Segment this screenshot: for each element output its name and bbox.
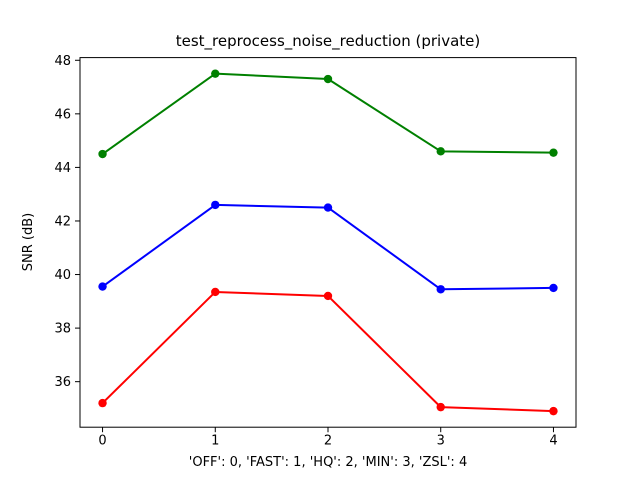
y-tick-label: 46	[54, 107, 71, 122]
data-point-blue-series-4	[549, 283, 558, 293]
data-point-blue-series-2	[323, 203, 333, 212]
data-point-green-series-3	[436, 147, 445, 156]
data-point-blue-series-3	[436, 285, 445, 294]
x-axis-label: 'OFF': 0, 'FAST': 1, 'HQ': 2, 'MIN': 3, …	[189, 455, 467, 470]
data-point-red-series-3	[436, 402, 445, 412]
x-tick-label: 4	[549, 434, 557, 449]
axes-spines	[79, 57, 577, 428]
data-point-blue-series-1	[211, 200, 220, 210]
series-line-red-series	[101, 290, 554, 413]
y-axis-label: SNR (dB)	[21, 213, 36, 271]
data-point-green-series-0	[98, 149, 107, 159]
x-tick-label: 2	[324, 434, 332, 449]
data-point-red-series-2	[323, 291, 333, 301]
x-tick-label: 1	[211, 434, 219, 449]
chart-title: test_reprocess_noise_reduction (private)	[176, 32, 481, 51]
x-tick-label: 0	[98, 434, 106, 449]
y-tick-label: 48	[54, 54, 71, 69]
series-line-green-series	[101, 72, 554, 155]
x-tick-label: 3	[437, 434, 445, 449]
series-line-blue-series	[101, 203, 554, 291]
data-point-blue-series-0	[98, 282, 107, 291]
y-tick-label: 36	[54, 375, 71, 390]
data-point-green-series-2	[323, 74, 333, 84]
data-point-red-series-1	[211, 287, 220, 297]
plot-content: 36 38 40 42 44 46 48 0 1 2 3 4	[54, 54, 577, 449]
data-point-red-series-0	[98, 398, 107, 408]
y-tick-label: 38	[54, 322, 71, 337]
data-point-red-series-4	[549, 406, 558, 416]
y-tick-label: 42	[54, 214, 71, 229]
y-tick-label: 44	[54, 161, 71, 176]
data-point-green-series-1	[211, 69, 220, 78]
y-tick-label: 40	[54, 268, 71, 283]
data-point-green-series-4	[549, 148, 558, 157]
